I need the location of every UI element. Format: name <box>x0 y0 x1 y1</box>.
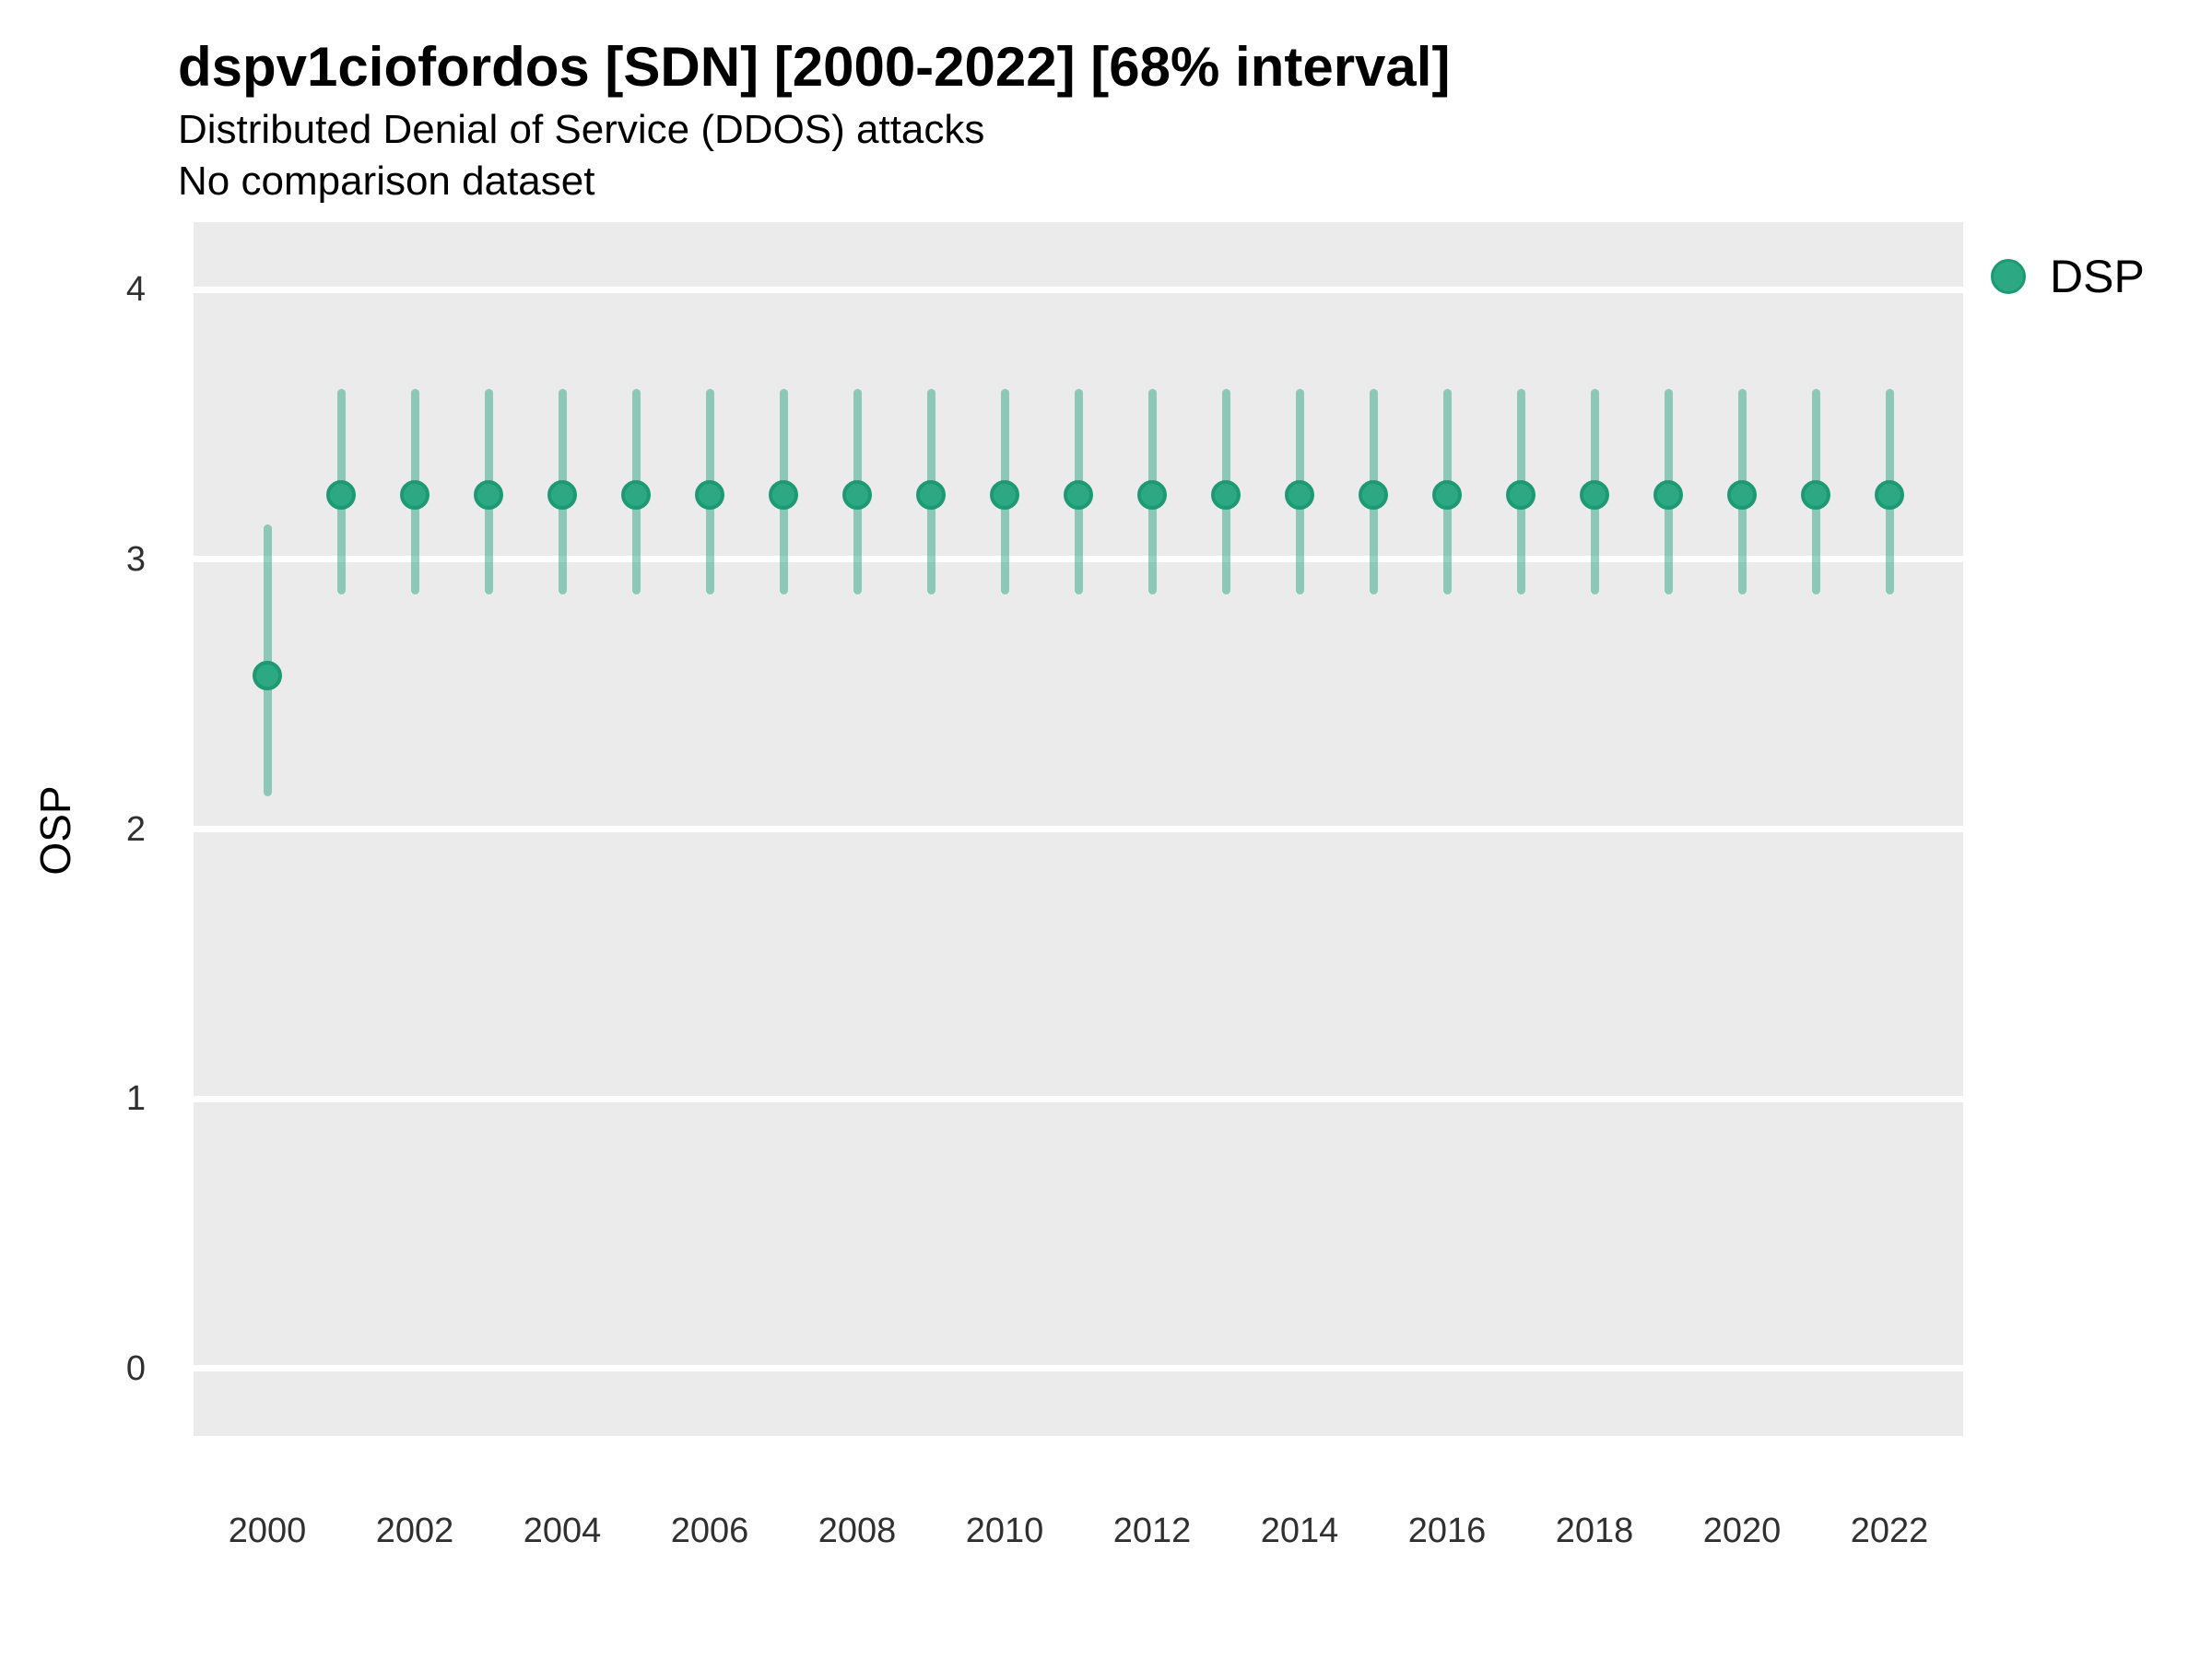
y-tick-label: 2 <box>125 809 146 849</box>
plot-panel <box>194 222 1963 1436</box>
data-point <box>1285 479 1314 510</box>
data-point <box>1653 479 1683 510</box>
x-tick-label: 2010 <box>965 1512 1044 1550</box>
data-point <box>1064 479 1093 510</box>
x-tick-label: 2016 <box>1407 1512 1487 1550</box>
data-point <box>326 479 356 510</box>
x-tick-label: 2020 <box>1702 1512 1782 1550</box>
x-tick-label: 2022 <box>1850 1512 1929 1550</box>
data-point <box>1580 479 1609 510</box>
data-point <box>1875 479 1904 510</box>
y-gridline <box>194 1365 1963 1372</box>
data-point <box>1727 479 1757 510</box>
data-point <box>916 479 946 510</box>
y-tick-label: 3 <box>125 539 146 579</box>
legend-point-icon <box>1991 259 2026 294</box>
data-point <box>547 479 577 510</box>
x-tick-label: 2000 <box>228 1512 307 1550</box>
chart-subtitle: Distributed Denial of Service (DDOS) att… <box>178 107 985 152</box>
comparison-note: No comparison dataset <box>178 159 595 204</box>
legend: DSP <box>1991 247 2145 306</box>
x-tick-label: 2008 <box>818 1512 897 1550</box>
data-point <box>842 479 872 510</box>
x-tick-label: 2006 <box>670 1512 749 1550</box>
data-point <box>1506 479 1535 510</box>
data-point <box>474 479 503 510</box>
data-point <box>769 479 798 510</box>
x-tick-label: 2002 <box>375 1512 454 1550</box>
data-point <box>1359 479 1388 510</box>
interval-bar <box>263 524 272 797</box>
data-point <box>1432 479 1462 510</box>
data-point <box>1211 479 1241 510</box>
data-point <box>990 479 1019 510</box>
y-gridline <box>194 286 1963 293</box>
data-point <box>400 479 429 510</box>
y-gridline <box>194 826 1963 832</box>
data-point <box>1801 479 1830 510</box>
x-tick-label: 2004 <box>523 1512 602 1550</box>
data-point <box>621 479 651 510</box>
data-point <box>1137 479 1167 510</box>
data-point <box>695 479 724 510</box>
y-tick-label: 0 <box>125 1348 146 1388</box>
y-tick-label: 4 <box>125 270 146 310</box>
y-gridline <box>194 1095 1963 1102</box>
x-tick-label: 2018 <box>1555 1512 1634 1550</box>
legend-series-label: DSP <box>2050 251 2145 302</box>
y-tick-label: 1 <box>125 1079 146 1119</box>
chart-title: dspv1ciofordos [SDN] [2000-2022] [68% in… <box>178 36 1451 98</box>
data-point <box>253 660 282 690</box>
x-tick-label: 2014 <box>1260 1512 1339 1550</box>
x-tick-label: 2012 <box>1112 1512 1192 1550</box>
